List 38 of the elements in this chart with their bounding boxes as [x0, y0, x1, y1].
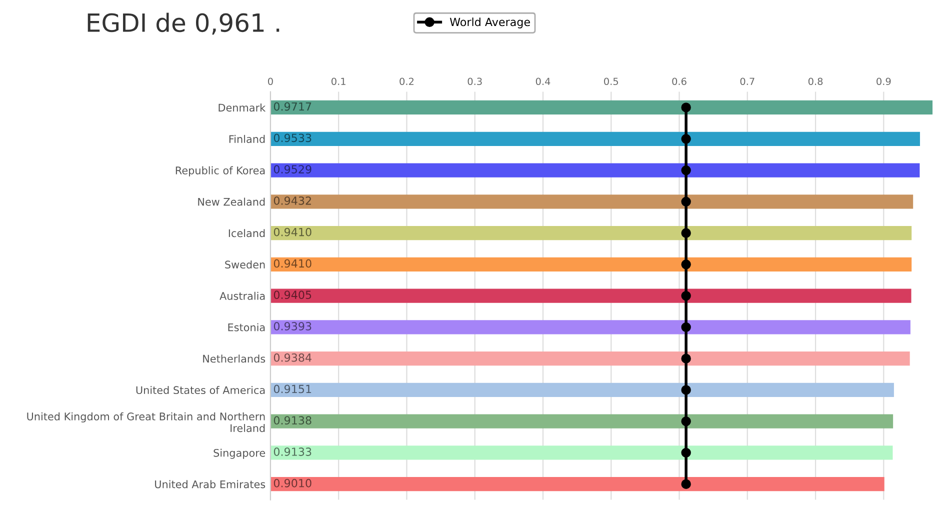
data-label: 0.9151: [274, 384, 312, 394]
data-label: 0.9432: [274, 196, 311, 205]
data-label: 0.9384: [274, 353, 312, 362]
y-tick-label: United States of America: [136, 386, 265, 394]
y-tick-label: Denmark: [218, 104, 266, 112]
x-tick-label: 0: [268, 78, 273, 86]
data-label: 0.9410: [274, 228, 312, 236]
data-label: 0.9717: [274, 102, 312, 111]
x-tick-label: 0.8: [808, 78, 823, 86]
x-tick-label: 0.7: [740, 78, 754, 86]
y-tick-label: Sweden: [225, 260, 265, 269]
chart-title: EGDI de 0,961 .: [88, 12, 280, 35]
data-label: 0.9133: [274, 448, 312, 456]
y-tick-label: Iceland: [228, 229, 265, 238]
x-tick-label: 0.6: [672, 78, 686, 86]
legend-label: World Average: [450, 18, 530, 28]
x-tick-label: 0.4: [536, 78, 550, 86]
y-tick-label: United Arab Emirates: [155, 480, 266, 488]
x-tick-label: 0.1: [332, 78, 346, 86]
y-tick-label: Estonia: [228, 323, 265, 332]
data-label: 0.9393: [274, 322, 312, 330]
y-tick-label: New Zealand: [198, 198, 265, 206]
y-tick-label: United Kingdom of Great Britain and Northern Ireland: [27, 412, 265, 432]
data-label: 0.9529: [274, 165, 312, 174]
data-label: 0.9533: [274, 134, 312, 142]
data-label: 0.9010: [274, 478, 312, 488]
x-tick-label: 0.3: [468, 78, 482, 86]
y-tick-label: Republic of Korea: [176, 166, 265, 176]
y-tick-label: Australia: [220, 292, 265, 300]
data-label: 0.9410: [274, 259, 312, 268]
x-tick-label: 0.9: [876, 78, 891, 86]
y-tick-label: Netherlands: [203, 354, 266, 363]
data-label: 0.9138: [274, 416, 312, 425]
x-tick-label: 0.5: [604, 78, 618, 86]
y-tick-label: Finland: [229, 134, 265, 143]
data-label: 0.9405: [274, 290, 312, 300]
x-tick-label: 0.2: [400, 78, 414, 86]
y-tick-label: Singapore: [214, 448, 266, 459]
